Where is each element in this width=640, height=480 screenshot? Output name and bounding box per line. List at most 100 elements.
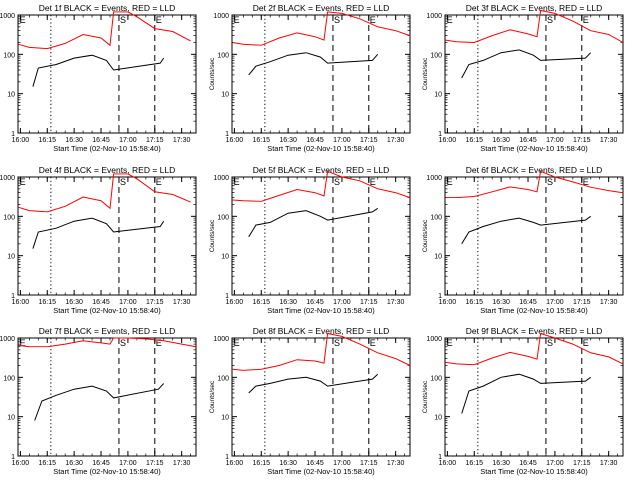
marker-label: E bbox=[583, 338, 589, 348]
x-axis-label: Start Time (02-Nov-10 15:58:40) bbox=[480, 144, 588, 153]
x-tick-label: 17:15 bbox=[146, 460, 164, 467]
x-tick-label: 17:15 bbox=[360, 137, 378, 144]
y-axis-label: Counts/sec bbox=[0, 380, 2, 413]
x-tick-label: 17:15 bbox=[360, 460, 378, 467]
y-tick-label: 1 bbox=[225, 131, 229, 138]
plot-frame bbox=[444, 176, 624, 296]
x-axis-label: Start Time (02-Nov-10 15:58:40) bbox=[267, 467, 375, 476]
y-tick-label: 10 bbox=[7, 415, 15, 422]
lld-rate-line bbox=[233, 171, 410, 201]
marker-label: S bbox=[547, 177, 553, 187]
y-tick-label: 1 bbox=[11, 293, 15, 300]
panel-1: Det 1f BLACK = Events, RED = LLD 1 10 100 10… bbox=[0, 3, 197, 153]
y-tick-label: 10 bbox=[434, 415, 442, 422]
marker-label: E bbox=[20, 177, 26, 187]
y-tick-label: 10 bbox=[434, 92, 442, 99]
panel-title: Det 7f BLACK = Events, RED = LLD bbox=[39, 326, 176, 336]
marker-label: S bbox=[547, 15, 553, 25]
x-tick-label: 17:15 bbox=[573, 137, 591, 144]
marker-label: S bbox=[334, 177, 340, 187]
panel-9: Det 9f BLACK = Events, RED = LLD 1 10 100 10… bbox=[422, 326, 624, 476]
marker-label: E bbox=[20, 338, 26, 348]
y-axis-label: Counts/sec bbox=[422, 219, 429, 252]
lld-rate-line bbox=[233, 12, 410, 45]
x-tick-label: 16:15 bbox=[39, 137, 57, 144]
x-tick-label: 16:00 bbox=[12, 299, 30, 306]
x-axis-label: Start Time (02-Nov-10 15:58:40) bbox=[480, 306, 588, 315]
x-tick-label: 17:15 bbox=[573, 460, 591, 467]
panel-title: Det 9f BLACK = Events, RED = LLD bbox=[466, 326, 603, 336]
y-tick-label: 1000 bbox=[213, 175, 229, 182]
x-tick-label: 16:00 bbox=[439, 137, 457, 144]
x-tick-label: 16:30 bbox=[65, 137, 83, 144]
y-tick-label: 1000 bbox=[213, 336, 229, 343]
y-tick-label: 1 bbox=[438, 293, 442, 300]
events-rate-line bbox=[35, 383, 164, 420]
y-axis-label: Counts/sec bbox=[422, 57, 429, 90]
marker-label: E bbox=[447, 177, 453, 187]
events-rate-line bbox=[462, 374, 591, 413]
panel-2: Det 2f BLACK = Events, RED = LLD 1 10 100 10… bbox=[209, 3, 411, 153]
lld-rate-line bbox=[19, 174, 191, 212]
y-tick-label: 100 bbox=[217, 375, 229, 382]
x-tick-label: 16:30 bbox=[65, 460, 83, 467]
x-tick-label: 17:00 bbox=[333, 299, 351, 306]
y-tick-label: 1000 bbox=[213, 13, 229, 20]
marker-label: S bbox=[120, 177, 126, 187]
x-tick-label: 17:30 bbox=[387, 137, 405, 144]
x-tick-label: 17:30 bbox=[173, 299, 191, 306]
marker-label: E bbox=[370, 15, 376, 25]
plot-frame bbox=[17, 14, 197, 134]
y-tick-label: 10 bbox=[221, 415, 229, 422]
panel-4: Det 4f BLACK = Events, RED = LLD 1 10 100 10… bbox=[0, 165, 197, 315]
marker-label: E bbox=[447, 15, 453, 25]
x-tick-label: 17:30 bbox=[387, 460, 405, 467]
events-rate-line bbox=[249, 53, 378, 75]
y-tick-label: 1000 bbox=[426, 13, 442, 20]
x-tick-label: 16:15 bbox=[253, 299, 271, 306]
lld-rate-line bbox=[446, 171, 623, 197]
x-tick-label: 17:00 bbox=[119, 460, 137, 467]
marker-label: S bbox=[547, 338, 553, 348]
y-tick-label: 100 bbox=[3, 214, 15, 221]
y-tick-label: 100 bbox=[3, 375, 15, 382]
x-tick-label: 16:30 bbox=[492, 460, 510, 467]
y-axis-label: Counts/sec bbox=[209, 380, 216, 413]
x-tick-label: 16:30 bbox=[492, 137, 510, 144]
x-tick-label: 16:30 bbox=[279, 460, 297, 467]
x-tick-label: 17:15 bbox=[146, 137, 164, 144]
plot-frame bbox=[231, 176, 411, 296]
x-tick-label: 16:00 bbox=[439, 460, 457, 467]
x-tick-label: 16:45 bbox=[92, 460, 110, 467]
x-tick-label: 16:30 bbox=[492, 299, 510, 306]
x-tick-label: 17:15 bbox=[360, 299, 378, 306]
x-tick-label: 17:00 bbox=[546, 460, 564, 467]
x-tick-label: 16:00 bbox=[226, 460, 244, 467]
y-tick-label: 1 bbox=[11, 131, 15, 138]
x-tick-label: 16:45 bbox=[519, 299, 537, 306]
panel-title: Det 5f BLACK = Events, RED = LLD bbox=[253, 165, 390, 175]
x-axis-label: Start Time (02-Nov-10 15:58:40) bbox=[53, 306, 161, 315]
x-tick-label: 17:00 bbox=[546, 137, 564, 144]
events-rate-line bbox=[249, 374, 378, 393]
panel-7: Det 7f BLACK = Events, RED = LLD 1 10 100 10… bbox=[0, 326, 197, 476]
panel-3: Det 3f BLACK = Events, RED = LLD 1 10 100 10… bbox=[422, 3, 624, 153]
y-tick-label: 10 bbox=[221, 254, 229, 261]
y-tick-label: 10 bbox=[7, 92, 15, 99]
y-axis-label: Counts/sec bbox=[209, 57, 216, 90]
y-tick-label: 1 bbox=[438, 454, 442, 461]
y-tick-label: 1 bbox=[225, 293, 229, 300]
y-tick-label: 100 bbox=[430, 52, 442, 59]
x-tick-label: 16:45 bbox=[519, 460, 537, 467]
marker-label: E bbox=[583, 15, 589, 25]
plot-frame bbox=[231, 337, 411, 457]
panel-title: Det 1f BLACK = Events, RED = LLD bbox=[39, 3, 176, 13]
x-axis-label: Start Time (02-Nov-10 15:58:40) bbox=[53, 467, 161, 476]
y-tick-label: 1000 bbox=[0, 13, 15, 20]
panel-8: Det 8f BLACK = Events, RED = LLD 1 10 100 10… bbox=[209, 326, 411, 476]
x-tick-label: 16:15 bbox=[253, 137, 271, 144]
lld-rate-line bbox=[446, 334, 623, 365]
x-axis-label: Start Time (02-Nov-10 15:58:40) bbox=[53, 144, 161, 153]
x-tick-label: 16:00 bbox=[226, 299, 244, 306]
